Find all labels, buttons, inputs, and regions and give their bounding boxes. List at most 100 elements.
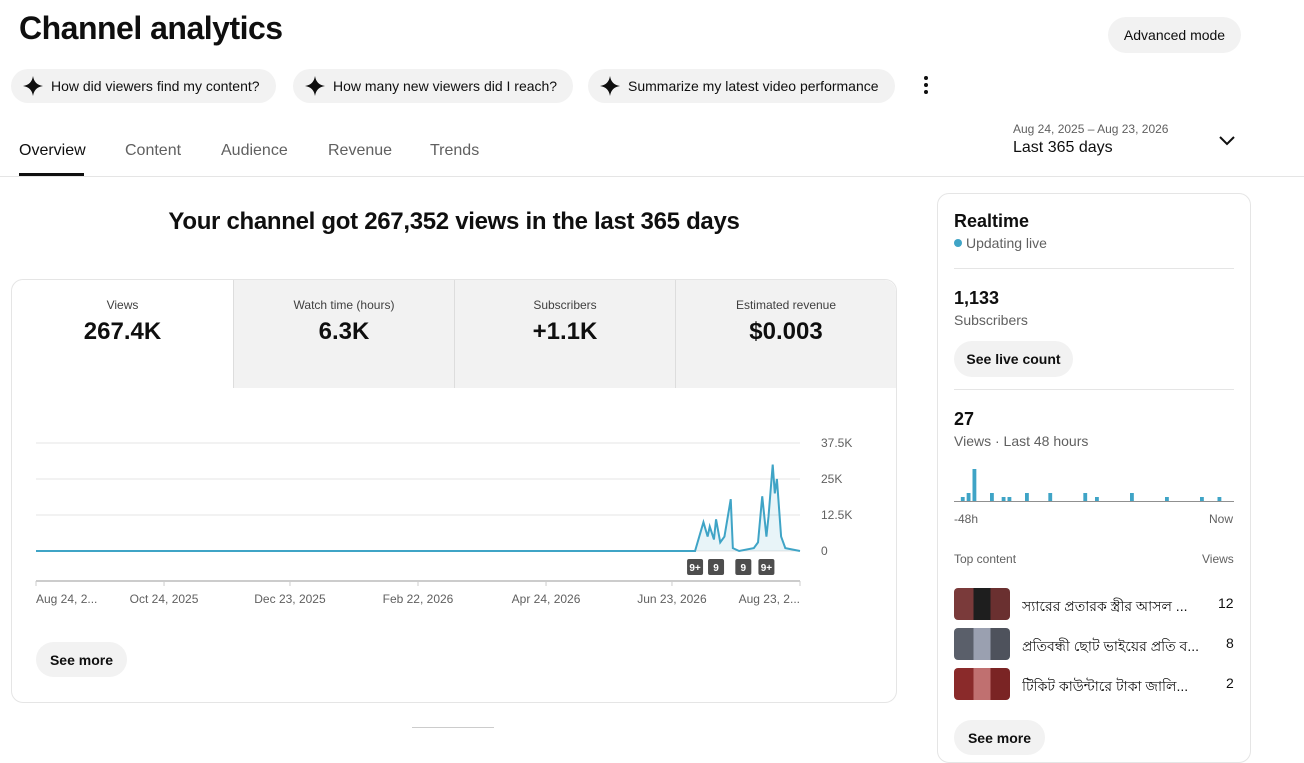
scroll-indicator: [412, 727, 494, 728]
video-title[interactable]: স্যারের প্রতারক স্ত্রীর আসল ...: [1022, 598, 1188, 614]
y-tick-label: 25K: [821, 472, 842, 486]
metric-value: 6.3K: [318, 318, 370, 345]
realtime-title: Realtime: [954, 211, 1030, 231]
annotation-label: 9: [741, 563, 747, 574]
annotation-label: 9+: [689, 563, 701, 574]
bar: [1130, 493, 1134, 501]
realtime-views-chart: [954, 469, 1234, 502]
metric-label: Estimated revenue: [735, 298, 837, 312]
axis-end-label: Now: [1209, 512, 1234, 526]
video-views: 2: [1226, 675, 1234, 691]
sparkle-icon: [23, 76, 43, 96]
x-tick-label: Oct 24, 2025: [130, 592, 199, 606]
metric-value: 267.4K: [83, 318, 162, 345]
annotation-marker: [758, 559, 775, 575]
line: [36, 464, 801, 553]
views-chart: 0 12.5K 25K 37.5K Aug 24, 2... Oct 24, 2025 De…: [35, 436, 852, 606]
bar: [1001, 497, 1006, 501]
bar: [972, 469, 977, 501]
y-tick-label: 12.5K: [821, 508, 852, 522]
see-live-count-button[interactable]: See live count: [954, 341, 1073, 377]
video-thumbnail[interactable]: [954, 588, 1010, 620]
metric-label: Watch time (hours): [293, 298, 395, 312]
metric-tab[interactable]: Views 267.4K: [12, 280, 233, 388]
x-tick-label: Dec 23, 2025: [254, 592, 326, 606]
video-thumbnail[interactable]: [954, 628, 1010, 660]
bar: [1007, 497, 1012, 501]
bar: [1165, 497, 1169, 501]
bar: [1025, 493, 1029, 501]
tab[interactable]: Content: [125, 142, 182, 159]
active-tab-indicator: [19, 173, 84, 176]
tab[interactable]: Revenue: [328, 142, 393, 159]
x-tick-label: Jun 23, 2026: [637, 592, 707, 606]
axis-start-label: -48h: [954, 512, 979, 526]
divider: [0, 176, 1304, 177]
prompt-chip[interactable]: How did viewers find my content?: [11, 69, 276, 103]
page: Channel analytics Advanced mode How did …: [0, 10, 1304, 763]
more-menu-icon[interactable]: [918, 75, 934, 95]
y-tick-label: 37.5K: [821, 436, 852, 450]
overview-card: [11, 279, 897, 703]
prompt-text: How many new viewers did I reach?: [333, 78, 558, 94]
video-thumbnail[interactable]: [954, 668, 1010, 700]
metric-tab[interactable]: Watch time (hours) 6.3K: [233, 280, 454, 388]
bar: [990, 493, 994, 501]
video-title[interactable]: টিকিট কাউন্টারে টাকা জালি...: [1022, 678, 1189, 694]
prompt-chip[interactable]: How many new viewers did I reach?: [293, 69, 574, 103]
x-tick-label: Apr 24, 2026: [512, 592, 581, 606]
live-dot: [954, 239, 962, 247]
realtime-status: Updating live: [966, 235, 1047, 251]
bar: [960, 497, 965, 501]
video-title[interactable]: প্রতিবন্ধী ছোট ভাইয়ের প্রতি ব...: [1022, 638, 1200, 654]
x-tick-label: Aug 24, 2...: [36, 592, 97, 606]
bar: [1083, 493, 1088, 501]
see-more-button[interactable]: See more: [36, 642, 127, 677]
views-count: 27: [954, 409, 975, 429]
annotation-marker: [735, 559, 752, 575]
prompt-text: How did viewers find my content?: [51, 78, 260, 94]
x-tick-label: Feb 22, 2026: [383, 592, 454, 606]
see-more-button[interactable]: See more: [954, 720, 1045, 755]
y-tick-label: 0: [821, 544, 828, 558]
advanced-mode-button[interactable]: Advanced mode: [1108, 17, 1241, 53]
prompt-text: Summarize my latest video performance: [628, 78, 879, 94]
metric-label: Views: [106, 298, 139, 312]
views-column-label: Views: [1202, 552, 1234, 566]
tab[interactable]: Overview: [19, 142, 86, 159]
dropdown-icon[interactable]: [1218, 134, 1236, 148]
annotation-label: 9+: [761, 563, 773, 574]
bar: [1095, 497, 1099, 501]
bar: [966, 493, 971, 501]
annotation-marker: [687, 559, 704, 575]
video-views: 12: [1218, 595, 1234, 611]
metric-label: Subscribers: [533, 298, 597, 312]
date-range-label[interactable]: Last 365 days: [1013, 139, 1113, 156]
bar: [1217, 497, 1222, 501]
x-tick-label: Aug 23, 2...: [739, 592, 800, 606]
divider: [954, 268, 1234, 269]
bar: [1200, 497, 1204, 501]
tab[interactable]: Audience: [221, 142, 288, 159]
sparkle-icon: [305, 76, 325, 96]
tab[interactable]: Trends: [430, 142, 480, 159]
date-range-dates: Aug 24, 2025 – Aug 23, 2026: [1013, 122, 1169, 136]
headline: Your channel got 267,352 views in the la…: [168, 208, 740, 235]
metric-value: +1.1K: [532, 318, 598, 345]
annotation-label: 9: [713, 563, 719, 574]
views-label: Views · Last 48 hours: [954, 433, 1089, 449]
prompt-chip[interactable]: Summarize my latest video performance: [588, 69, 895, 103]
annotation-marker: [708, 559, 725, 575]
page-title: Channel analytics: [19, 10, 283, 46]
divider: [954, 389, 1234, 390]
subscribers-label: Subscribers: [954, 312, 1028, 328]
bar: [1048, 493, 1053, 501]
top-content-label: Top content: [954, 552, 1017, 566]
subscriber-count: 1,133: [954, 288, 1000, 308]
sparkle-icon: [600, 76, 620, 96]
area: [36, 464, 800, 551]
metric-tab[interactable]: Estimated revenue $0.003: [675, 280, 896, 388]
metric-value: $0.003: [749, 318, 823, 345]
metric-tab[interactable]: Subscribers +1.1K: [454, 280, 675, 388]
video-views: 8: [1226, 635, 1234, 651]
